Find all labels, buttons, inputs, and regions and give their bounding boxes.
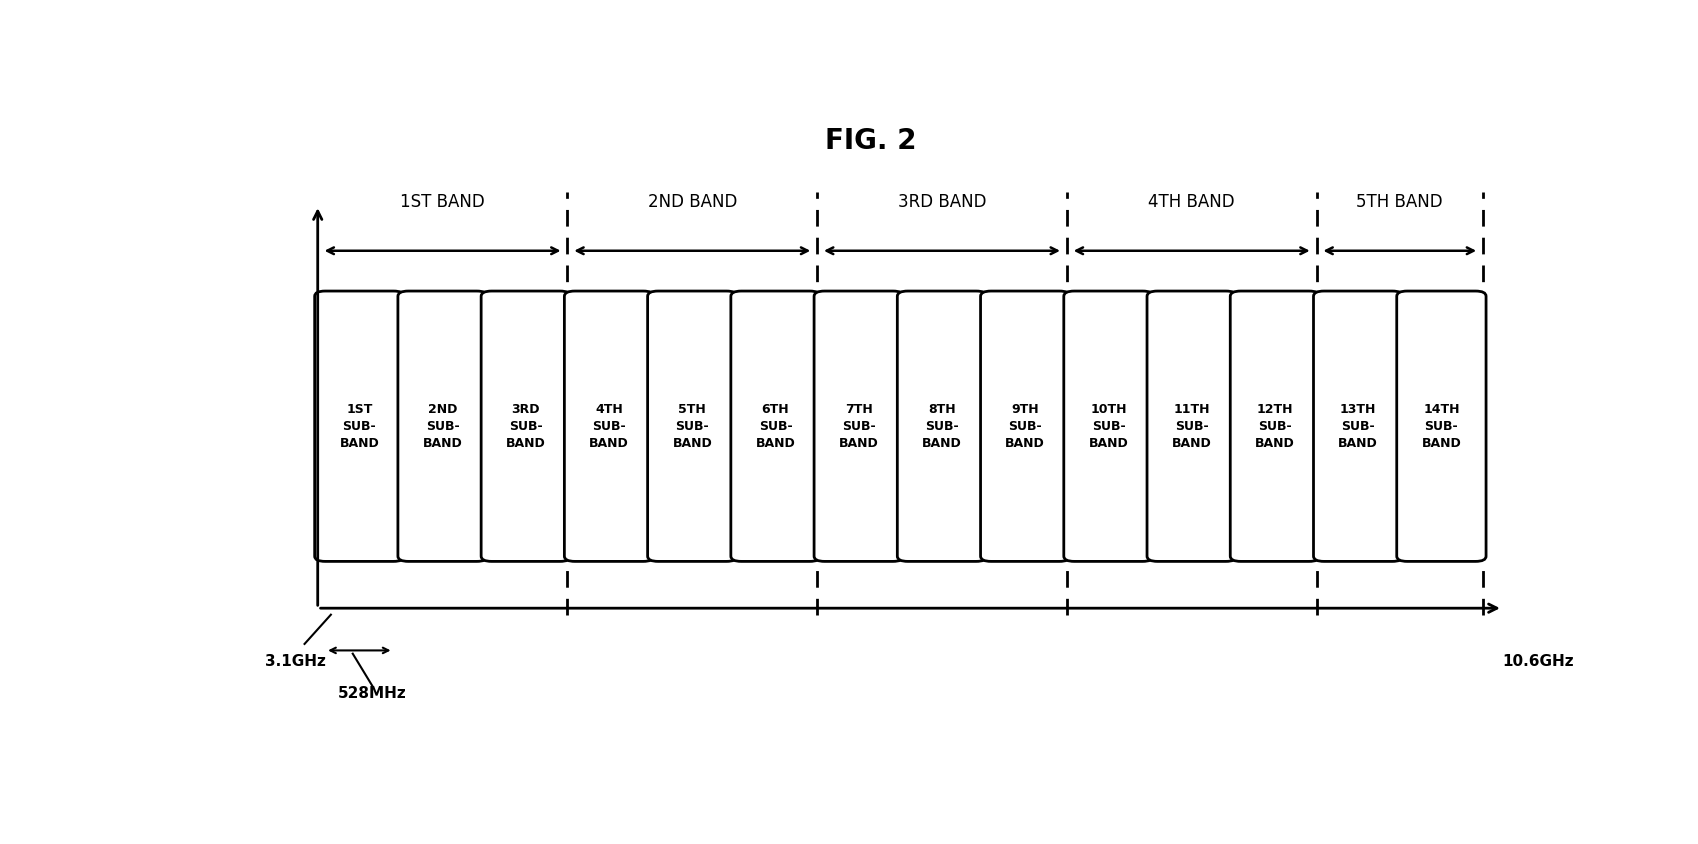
FancyBboxPatch shape: [1146, 291, 1236, 561]
FancyBboxPatch shape: [314, 291, 404, 561]
Text: 12TH
SUB-
BAND: 12TH SUB- BAND: [1255, 403, 1294, 450]
Text: 1ST
SUB-
BAND: 1ST SUB- BAND: [340, 403, 379, 450]
Text: 3RD
SUB-
BAND: 3RD SUB- BAND: [506, 403, 545, 450]
Text: 4TH
SUB-
BAND: 4TH SUB- BAND: [589, 403, 628, 450]
FancyBboxPatch shape: [1313, 291, 1403, 561]
Text: FIG. 2: FIG. 2: [825, 127, 915, 155]
Text: 10.6GHz: 10.6GHz: [1503, 653, 1574, 668]
Text: 3.1GHz: 3.1GHz: [265, 653, 326, 668]
FancyBboxPatch shape: [647, 291, 737, 561]
FancyBboxPatch shape: [397, 291, 487, 561]
Text: 8TH
SUB-
BAND: 8TH SUB- BAND: [922, 403, 961, 450]
FancyBboxPatch shape: [897, 291, 987, 561]
FancyBboxPatch shape: [980, 291, 1070, 561]
Text: 9TH
SUB-
BAND: 9TH SUB- BAND: [1005, 403, 1044, 450]
Text: 2ND BAND: 2ND BAND: [647, 193, 737, 211]
Text: 13TH
SUB-
BAND: 13TH SUB- BAND: [1338, 403, 1377, 450]
Text: 11TH
SUB-
BAND: 11TH SUB- BAND: [1172, 403, 1211, 450]
Text: 10TH
SUB-
BAND: 10TH SUB- BAND: [1088, 403, 1127, 450]
Text: 528MHz: 528MHz: [338, 686, 406, 701]
FancyBboxPatch shape: [1396, 291, 1486, 561]
Text: 5TH
SUB-
BAND: 5TH SUB- BAND: [672, 403, 711, 450]
FancyBboxPatch shape: [1063, 291, 1153, 561]
Text: 5TH BAND: 5TH BAND: [1355, 193, 1442, 211]
FancyBboxPatch shape: [564, 291, 654, 561]
FancyBboxPatch shape: [481, 291, 571, 561]
Text: 2ND
SUB-
BAND: 2ND SUB- BAND: [423, 403, 462, 450]
Text: 4TH BAND: 4TH BAND: [1148, 193, 1234, 211]
Text: 1ST BAND: 1ST BAND: [401, 193, 484, 211]
FancyBboxPatch shape: [813, 291, 903, 561]
FancyBboxPatch shape: [730, 291, 820, 561]
Text: 7TH
SUB-
BAND: 7TH SUB- BAND: [839, 403, 878, 450]
Text: 6TH
SUB-
BAND: 6TH SUB- BAND: [756, 403, 795, 450]
Text: 3RD BAND: 3RD BAND: [897, 193, 985, 211]
FancyBboxPatch shape: [1229, 291, 1319, 561]
Text: 14TH
SUB-
BAND: 14TH SUB- BAND: [1421, 403, 1460, 450]
